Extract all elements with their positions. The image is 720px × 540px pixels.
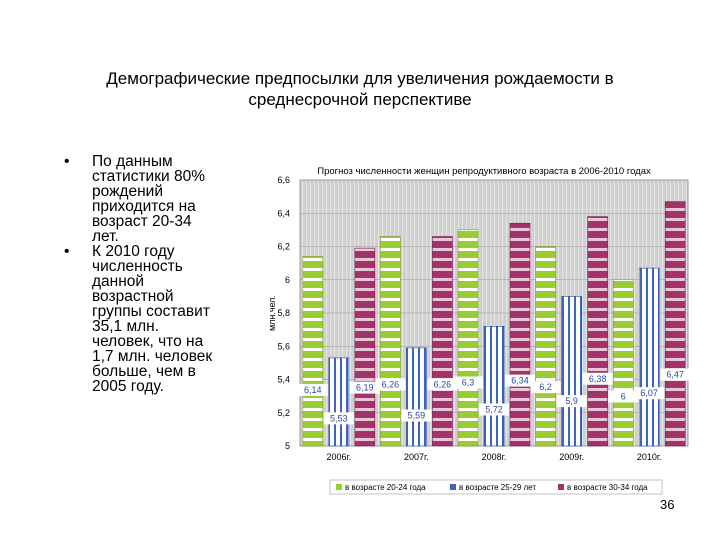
y-tick-label: 5 [285, 441, 290, 451]
legend-label: в возрасте 20-24 года [345, 483, 426, 492]
data-label-box [634, 387, 665, 400]
data-label-box [530, 381, 561, 394]
slide-title: Демографические предпосылки для увеличен… [40, 68, 680, 110]
bullet-line: больше, чем в [92, 363, 196, 380]
data-label-box [323, 412, 354, 425]
data-label: 6,26 [382, 379, 400, 389]
bar [664, 201, 686, 447]
data-label: 5,53 [330, 413, 348, 423]
bar [328, 357, 350, 447]
bar [483, 326, 505, 447]
y-tick-label: 6,2 [277, 242, 290, 252]
y-axis-label: млн.чел. [267, 295, 277, 331]
x-tick-label: 2006г. [326, 452, 351, 462]
data-label: 6,19 [356, 383, 374, 393]
data-label: 6 [621, 391, 626, 401]
x-tick-label: 2009г. [559, 452, 584, 462]
bullet-item-1: • По данным статистики 80% рождений прих… [62, 153, 252, 245]
bar [509, 222, 531, 447]
data-label: 6,3 [462, 377, 475, 387]
data-label: 5,9 [565, 396, 578, 406]
bullet-item-2: • К 2010 году численность данной возраст… [62, 243, 252, 395]
data-label: 6,07 [640, 388, 658, 398]
data-label: 6,2 [539, 382, 552, 392]
data-label-box [479, 403, 509, 416]
bar [638, 267, 660, 447]
data-label: 6,47 [666, 370, 684, 380]
page-number: 36 [660, 497, 675, 512]
bullet-dot: • [64, 243, 70, 260]
bar [587, 216, 608, 447]
bullet-line: статистики 80% [92, 168, 205, 185]
bullet-line: К 2010 году [92, 243, 175, 260]
y-tick-label: 6,4 [277, 208, 290, 218]
bullet-line: данной [92, 273, 145, 290]
bullet-line: рождений [92, 183, 163, 200]
bullet-line: приходится на [92, 198, 196, 215]
bar [535, 246, 556, 447]
bar [432, 236, 453, 447]
legend-swatch [558, 484, 564, 490]
data-label: 6,34 [511, 376, 529, 386]
y-tick-label: 5,8 [277, 308, 290, 318]
bullet-line: возрастной [92, 288, 174, 305]
bullet-dot: • [64, 153, 70, 170]
data-label: 5,59 [408, 411, 426, 421]
data-label-box [427, 378, 458, 391]
bar [354, 247, 376, 447]
bullet-line: По данным [92, 153, 173, 170]
bullet-line: 2005 году. [92, 378, 164, 395]
bar [302, 256, 324, 447]
bullet-line: 1,7 млн. человек [92, 348, 213, 365]
data-label-box [297, 383, 328, 396]
slide-title-line2: среднесрочной перспективе [248, 90, 472, 109]
x-tick-label: 2008г. [482, 452, 507, 462]
bullet-line: группы составит [92, 303, 210, 320]
bar [457, 229, 479, 447]
y-tick-label: 5,4 [277, 375, 290, 385]
legend-swatch [450, 484, 456, 490]
data-label: 6,38 [589, 374, 607, 384]
legend-box [329, 479, 663, 495]
bar [561, 296, 582, 447]
data-label-box [582, 372, 613, 385]
bullet-line: возраст 20-34 [92, 213, 192, 230]
data-label: 5,72 [485, 404, 503, 414]
slide-title-line1: Демографические предпосылки для увеличен… [106, 69, 614, 88]
data-label-box [556, 395, 587, 408]
bullet-line: численность [92, 258, 183, 275]
bar [406, 347, 427, 447]
data-label: 6,14 [304, 385, 322, 395]
data-label-box [375, 378, 406, 391]
legend-label: в возрасте 25-29 лет [459, 483, 536, 492]
bullet-line: лет. [92, 228, 119, 245]
data-label-box [453, 376, 483, 389]
bullet-line: человек, что на [92, 333, 204, 350]
bullet-list: • По данным статистики 80% рождений прих… [62, 153, 252, 395]
bar [612, 279, 634, 447]
data-label-box [349, 381, 380, 394]
legend-label: в возрасте 30-34 года [567, 483, 648, 492]
bar-chart: Прогноз численности женщин репродуктивно… [262, 158, 702, 498]
data-label-box [505, 374, 535, 387]
y-tick-label: 5,6 [277, 341, 290, 351]
x-tick-label: 2010г. [637, 452, 662, 462]
x-tick-label: 2007г. [404, 452, 429, 462]
bullet-line: 35,1 млн. [92, 318, 160, 335]
chart-title: Прогноз численности женщин репродуктивно… [317, 166, 651, 177]
y-tick-label: 5,2 [277, 408, 290, 418]
legend-swatch [336, 484, 342, 490]
data-label-box [401, 409, 432, 422]
y-tick-label: 6,6 [277, 175, 290, 185]
data-label-box [660, 368, 691, 381]
data-label-box [608, 390, 639, 403]
data-label: 6,26 [434, 379, 452, 389]
y-tick-label: 6 [285, 275, 290, 285]
bar [380, 236, 401, 447]
